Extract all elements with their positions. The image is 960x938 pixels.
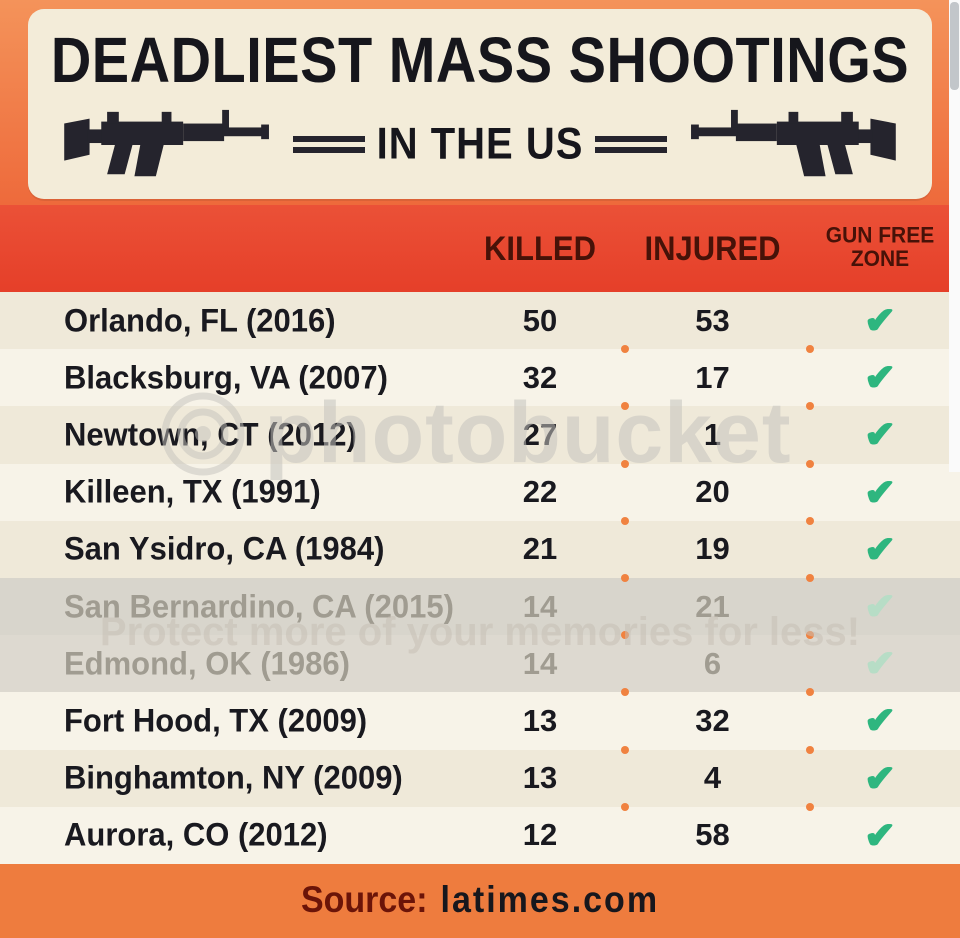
killed-cell: 14 xyxy=(522,588,558,624)
footer: Source: latimes.com xyxy=(0,863,960,938)
gun-free-check-icon: ✔ xyxy=(864,814,896,856)
injured-cell: 19 xyxy=(695,531,730,567)
table-header-row: KILLED INJURED GUN FREE ZONE xyxy=(0,205,960,292)
page-title: DEADLIEST MASS SHOOTINGS xyxy=(50,22,910,96)
killed-cell: 27 xyxy=(522,416,558,452)
killed-cell: 50 xyxy=(522,302,558,338)
header-card: DEADLIEST MASS SHOOTINGS xyxy=(28,9,932,199)
killed-cell: 14 xyxy=(522,645,558,681)
gun-free-check-icon: ✔ xyxy=(864,471,896,513)
table-row: Newtown, CT (2012) 27 1 ✔ xyxy=(0,402,960,464)
location-cell: San Ysidro, CA (1984) xyxy=(64,530,385,568)
page-subtitle: IN THE US xyxy=(376,119,584,169)
killed-cell: 13 xyxy=(522,760,558,796)
gun-free-check-icon: ✔ xyxy=(864,643,896,685)
table-row: Orlando, FL (2016) 50 53 ✔ xyxy=(0,292,960,350)
scrollbar-track[interactable] xyxy=(949,0,960,472)
scrollbar-thumb[interactable] xyxy=(950,2,959,90)
location-cell: Orlando, FL (2016) xyxy=(64,301,336,339)
table-row: Killeen, TX (1991) 22 20 ✔ xyxy=(0,459,960,521)
location-cell: Killeen, TX (1991) xyxy=(64,473,321,511)
killed-cell: 13 xyxy=(522,702,558,738)
rifle-icon-right xyxy=(679,106,901,184)
gun-free-check-icon: ✔ xyxy=(864,357,896,399)
table-row: San Ysidro, CA (1984) 21 19 ✔ xyxy=(0,516,960,578)
injured-cell: 6 xyxy=(703,645,722,681)
killed-cell: 32 xyxy=(522,359,558,395)
gun-free-check-icon: ✔ xyxy=(864,586,896,628)
killed-cell: 22 xyxy=(522,474,558,510)
table-row: Binghamton, NY (2009) 13 4 ✔ xyxy=(0,745,960,807)
injured-cell: 17 xyxy=(695,359,730,395)
subtitle-row: IN THE US xyxy=(28,106,932,184)
killed-cell: 12 xyxy=(522,817,558,853)
injured-cell: 32 xyxy=(695,702,730,738)
gun-free-check-icon: ✔ xyxy=(864,700,896,742)
gun-free-check-icon: ✔ xyxy=(864,528,896,570)
table-row: San Bernardino, CA (2015) 14 21 ✔ xyxy=(0,573,960,636)
shootings-table: Orlando, FL (2016) 50 53 ✔ Blacksburg, V… xyxy=(0,292,960,864)
injured-cell: 1 xyxy=(703,416,722,452)
injured-cell: 20 xyxy=(695,474,730,510)
location-cell: Binghamton, NY (2009) xyxy=(64,759,403,796)
location-cell: San Bernardino, CA (2015) xyxy=(64,587,454,625)
column-header-gun-free-zone: GUN FREE ZONE xyxy=(825,224,935,272)
injured-cell: 58 xyxy=(695,817,730,853)
table-row: Blacksburg, VA (2007) 32 17 ✔ xyxy=(0,345,960,407)
divider-line-right xyxy=(595,136,668,153)
divider-line-left xyxy=(292,136,365,153)
location-cell: Newtown, CT (2012) xyxy=(64,416,357,453)
gun-free-check-icon: ✔ xyxy=(864,300,896,342)
injured-cell: 4 xyxy=(703,760,722,796)
location-cell: Edmond, OK (1986) xyxy=(64,644,350,682)
header-area: DEADLIEST MASS SHOOTINGS xyxy=(0,0,960,205)
gun-free-check-icon: ✔ xyxy=(864,414,896,456)
rifle-icon-left xyxy=(59,106,281,184)
source-link: latimes.com xyxy=(440,879,660,921)
column-header-injured: INJURED xyxy=(644,228,781,268)
injured-cell: 21 xyxy=(695,588,730,624)
table-row: Aurora, CO (2012) 12 58 ✔ xyxy=(0,802,960,864)
table-row: Edmond, OK (1986) 14 6 ✔ xyxy=(0,631,960,693)
killed-cell: 21 xyxy=(522,531,558,567)
location-cell: Blacksburg, VA (2007) xyxy=(64,358,388,396)
location-cell: Fort Hood, TX (2009) xyxy=(64,702,368,739)
column-header-killed: KILLED xyxy=(484,228,596,268)
injured-cell: 53 xyxy=(695,302,730,338)
table-row: Fort Hood, TX (2009) 13 32 ✔ xyxy=(0,688,960,750)
gun-free-check-icon: ✔ xyxy=(864,757,896,799)
location-cell: Aurora, CO (2012) xyxy=(64,816,328,854)
source-label: Source: xyxy=(300,879,428,921)
